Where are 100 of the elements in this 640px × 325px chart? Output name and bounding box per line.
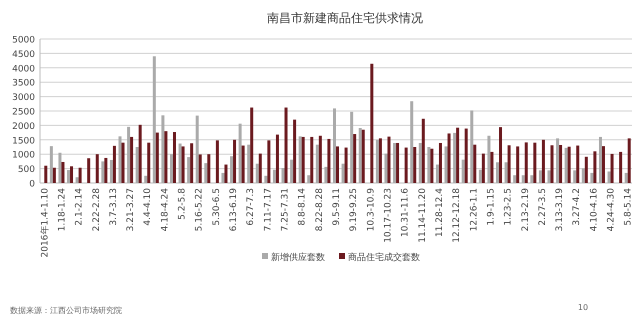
- bar: [190, 143, 194, 183]
- bar: [78, 168, 82, 183]
- bar: [310, 136, 314, 183]
- bar: [250, 108, 254, 183]
- bar: [316, 144, 319, 183]
- bar: [533, 142, 536, 183]
- bar: [342, 164, 345, 183]
- bar: [182, 146, 185, 183]
- bar: [87, 158, 90, 183]
- x-tick-label: 2.22-2.28: [92, 188, 102, 232]
- legend-label: 新增供应套数: [271, 252, 325, 263]
- bar: [242, 146, 245, 183]
- bar: [122, 142, 125, 183]
- bar: [413, 147, 416, 183]
- bar: [50, 146, 53, 183]
- bar: [370, 64, 374, 183]
- bar: [470, 110, 474, 183]
- bar: [593, 151, 596, 183]
- bar: [444, 146, 448, 183]
- legend-label: 商品住宅成交套数: [348, 252, 420, 263]
- bar: [96, 154, 99, 183]
- bar: [610, 154, 614, 183]
- bar: [496, 162, 500, 183]
- bar: [438, 142, 442, 183]
- bar: [318, 136, 322, 183]
- bar: [298, 136, 302, 183]
- bar: [187, 157, 190, 183]
- y-tick-label: 3000: [12, 93, 36, 104]
- bar: [264, 176, 268, 183]
- bar: [430, 148, 434, 183]
- y-tick-label: 1500: [12, 136, 36, 146]
- bar: [530, 175, 534, 183]
- x-tick-label: 4.24-4.30: [606, 188, 617, 232]
- x-tick-label: 6.13-6.19: [229, 188, 240, 232]
- x-tick-label: 4.18-4.24: [160, 188, 170, 232]
- x-tick-label: 4.4-4.10: [143, 188, 154, 226]
- bar: [204, 163, 208, 183]
- x-tick-label: 1.18-1.24: [57, 188, 68, 232]
- bar: [513, 175, 516, 183]
- x-tick-label: 8.8-8.14: [298, 188, 308, 226]
- bar: [302, 136, 305, 183]
- bar: [344, 148, 348, 183]
- bar: [376, 140, 379, 183]
- bar: [487, 136, 490, 183]
- bar: [127, 126, 130, 183]
- bar: [522, 175, 525, 183]
- x-tick-label: 9.19-9.25: [349, 188, 360, 232]
- bar: [156, 132, 159, 183]
- bar: [538, 170, 542, 183]
- bar: [564, 148, 568, 183]
- bar: [138, 124, 142, 183]
- bar: [448, 133, 451, 183]
- bar: [524, 142, 528, 183]
- x-tick-label: 5.2-5.8: [178, 188, 188, 220]
- bar: [307, 175, 310, 183]
- bar: [504, 162, 508, 183]
- bar: [144, 176, 148, 183]
- y-tick-label: 500: [18, 165, 36, 176]
- bar: [332, 108, 336, 183]
- bar: [598, 136, 602, 183]
- bar: [284, 108, 288, 183]
- x-tick-label: 1.9-1.15: [486, 188, 496, 226]
- bar: [136, 147, 139, 183]
- bar: [112, 146, 116, 183]
- bar: [516, 146, 520, 183]
- bar: [104, 158, 108, 183]
- bar: [76, 177, 79, 183]
- x-tick-label: 7.25-7.31: [280, 188, 291, 232]
- bar: [576, 146, 580, 183]
- text: 10: [578, 303, 588, 312]
- bar: [61, 162, 64, 183]
- bar: [164, 131, 168, 183]
- bar: [276, 134, 279, 183]
- x-tick-label: 2016年1.4-1.10: [39, 188, 50, 258]
- x-tick-label: 10.17-10.23: [383, 188, 394, 243]
- x-tick-label: 3.13-3.19: [555, 188, 566, 232]
- bar: [559, 144, 562, 183]
- bar: [418, 142, 422, 183]
- bar: [152, 56, 156, 183]
- bar: [602, 146, 605, 183]
- y-tick-label: 4000: [12, 64, 36, 74]
- x-tick-label: 3.27-4.2: [572, 188, 582, 226]
- bar: [272, 170, 276, 183]
- bar: [224, 164, 228, 183]
- x-tick-label: 11.28-12.4: [434, 188, 445, 238]
- x-tick-label: 5.30-6.5: [212, 188, 222, 226]
- bar: [67, 170, 70, 183]
- chart-title: 南昌市新建商品住宅供求情况: [267, 11, 423, 25]
- bar: [101, 161, 104, 183]
- bar: [216, 140, 219, 183]
- bar: [568, 146, 571, 183]
- x-tick-label: 11.14-11.20: [418, 188, 428, 243]
- bar: [608, 171, 611, 183]
- bar: [427, 147, 430, 183]
- bar: [282, 168, 285, 183]
- bar: [172, 132, 176, 183]
- bar: [396, 142, 400, 183]
- bar: [196, 116, 199, 183]
- bar: [362, 130, 365, 183]
- bar: [52, 168, 56, 183]
